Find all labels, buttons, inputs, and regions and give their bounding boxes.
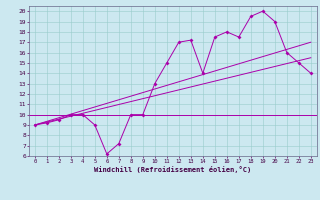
X-axis label: Windchill (Refroidissement éolien,°C): Windchill (Refroidissement éolien,°C) xyxy=(94,166,252,173)
